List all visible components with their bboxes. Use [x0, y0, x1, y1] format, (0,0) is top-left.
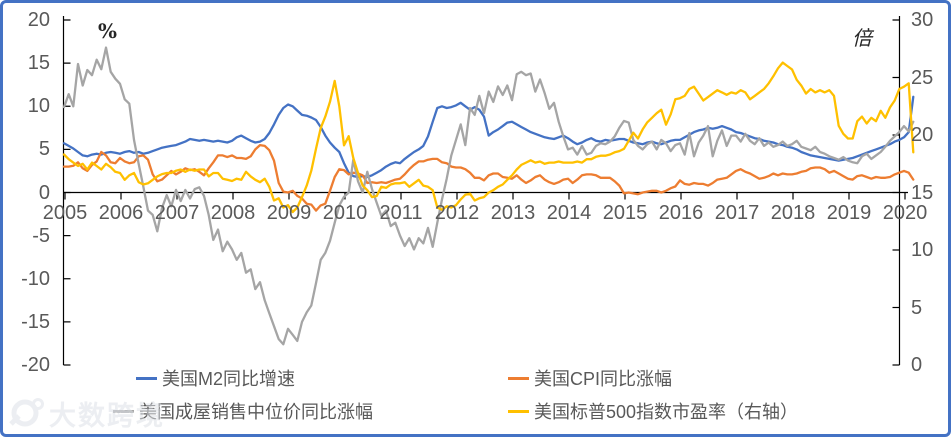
legend-item-home-price: 美国成屋销售中位价同比涨幅 — [113, 400, 373, 422]
home-price-legend-marker-icon — [113, 409, 134, 413]
x-axis-label: 2014 — [546, 202, 592, 224]
left-axis-label: 0 — [38, 181, 50, 204]
left-axis-label: 15 — [27, 52, 50, 75]
cpi-legend-marker-icon — [508, 376, 529, 380]
x-axis-label: 2013 — [490, 202, 536, 224]
x-axis-label: 2007 — [154, 202, 200, 224]
right-axis-label: 25 — [911, 66, 934, 89]
left-axis-label: -15 — [21, 310, 50, 333]
left-axis-label: 5 — [38, 138, 50, 161]
right-axis-label: 15 — [911, 181, 934, 204]
legend-label-m2: 美国M2同比增速 — [162, 369, 296, 389]
right-axis-label: 5 — [911, 296, 923, 319]
legend-label-cpi: 美国CPI同比涨幅 — [534, 369, 673, 389]
m2-legend-marker-icon — [136, 376, 157, 380]
x-axis-label: 2008 — [210, 202, 256, 224]
right-axis-label: 30 — [911, 9, 934, 31]
sp500-pe-line — [62, 61, 915, 214]
right-axis-label: 10 — [911, 239, 934, 261]
watermark-logo-icon — [9, 398, 44, 427]
left-axis-label: 10 — [27, 95, 50, 118]
legend-label-sp500-pe: 美国标普500指数市盈率（右轴） — [534, 402, 799, 422]
x-axis-label: 2011 — [379, 202, 423, 224]
legend-item-sp500-pe: 美国标普500指数市盈率（右轴） — [508, 400, 798, 422]
left-axis-unit-label: % — [98, 19, 118, 43]
right-axis-label: 0 — [911, 354, 923, 376]
x-axis-label: 2005 — [42, 202, 88, 224]
x-axis-label: 2010 — [322, 202, 368, 224]
home-price-line — [62, 46, 915, 346]
legend-label-home-price: 美国成屋销售中位价同比涨幅 — [139, 402, 373, 422]
x-axis-label: 2015 — [602, 202, 648, 224]
x-axis-label: 2006 — [98, 202, 144, 224]
left-axis-label: -5 — [32, 224, 50, 247]
cpi-line — [62, 143, 915, 212]
x-axis-label: 2018 — [770, 202, 816, 224]
legend-item-m2: 美国M2同比增速 — [136, 367, 295, 389]
x-axis-label: 2019 — [826, 202, 872, 224]
x-axis-label: 2016 — [658, 202, 704, 224]
left-axis-label: -10 — [21, 267, 50, 290]
left-axis-label: 20 — [27, 9, 50, 31]
watermark-text: 大数跨境 — [49, 400, 165, 431]
m2-line — [62, 95, 915, 179]
x-axis-label: 2017 — [714, 202, 760, 224]
legend-item-cpi: 美国CPI同比涨幅 — [508, 367, 672, 389]
x-axis-label: 2020 — [882, 202, 928, 224]
x-axis-label: 2009 — [266, 202, 312, 224]
right-axis-unit-label: 倍 — [852, 26, 872, 50]
left-axis-label: -20 — [21, 354, 50, 376]
x-axis-label: 2012 — [434, 202, 480, 224]
sp500-pe-legend-marker-icon — [508, 409, 529, 413]
right-axis-label: 20 — [911, 124, 934, 146]
watermark: 大数跨境 — [5, 393, 165, 433]
